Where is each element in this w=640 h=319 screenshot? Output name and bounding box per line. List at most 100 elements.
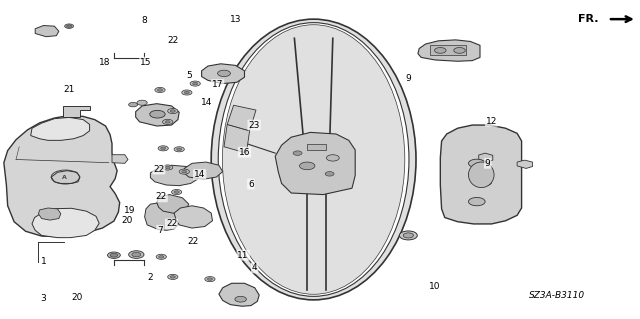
Circle shape bbox=[403, 233, 413, 238]
Text: 17: 17 bbox=[212, 80, 223, 89]
Text: 22: 22 bbox=[153, 165, 164, 174]
Circle shape bbox=[479, 179, 492, 186]
Polygon shape bbox=[145, 203, 178, 230]
Ellipse shape bbox=[468, 162, 494, 188]
Circle shape bbox=[177, 148, 182, 151]
Circle shape bbox=[165, 121, 170, 123]
Text: 15: 15 bbox=[140, 58, 152, 67]
Circle shape bbox=[168, 274, 178, 279]
Text: 1: 1 bbox=[41, 257, 46, 266]
Polygon shape bbox=[202, 64, 244, 84]
Polygon shape bbox=[224, 124, 250, 153]
Polygon shape bbox=[136, 104, 179, 126]
Circle shape bbox=[174, 191, 179, 193]
Polygon shape bbox=[174, 206, 212, 228]
Circle shape bbox=[172, 189, 182, 195]
Text: 3: 3 bbox=[41, 294, 46, 303]
Circle shape bbox=[159, 256, 164, 258]
Text: 18: 18 bbox=[99, 58, 110, 67]
Circle shape bbox=[150, 110, 165, 118]
Circle shape bbox=[454, 48, 465, 53]
Polygon shape bbox=[63, 106, 90, 117]
Text: 5: 5 bbox=[186, 71, 191, 80]
Circle shape bbox=[163, 119, 173, 124]
Circle shape bbox=[207, 278, 212, 280]
Polygon shape bbox=[517, 160, 532, 168]
Circle shape bbox=[170, 276, 175, 278]
Circle shape bbox=[182, 170, 187, 173]
Polygon shape bbox=[38, 208, 61, 220]
Circle shape bbox=[156, 254, 166, 259]
Circle shape bbox=[163, 165, 173, 170]
Polygon shape bbox=[479, 153, 493, 162]
Text: 12: 12 bbox=[486, 117, 497, 126]
Circle shape bbox=[293, 151, 302, 155]
Text: 16: 16 bbox=[239, 148, 250, 157]
Circle shape bbox=[67, 25, 72, 27]
Circle shape bbox=[110, 253, 118, 257]
Circle shape bbox=[190, 81, 200, 86]
Text: 22: 22 bbox=[167, 36, 179, 45]
Circle shape bbox=[235, 296, 246, 302]
Text: SZ3A-B3110: SZ3A-B3110 bbox=[529, 291, 585, 300]
Polygon shape bbox=[430, 45, 466, 55]
Circle shape bbox=[326, 155, 339, 161]
Polygon shape bbox=[31, 117, 90, 140]
Circle shape bbox=[165, 166, 170, 169]
Text: 23: 23 bbox=[248, 121, 260, 130]
Text: 7: 7 bbox=[157, 226, 163, 235]
Polygon shape bbox=[32, 208, 99, 238]
Text: 22: 22 bbox=[156, 192, 167, 201]
Text: 11: 11 bbox=[237, 251, 249, 260]
Circle shape bbox=[184, 91, 189, 94]
Text: 21: 21 bbox=[63, 85, 75, 94]
Text: 9: 9 bbox=[485, 159, 490, 168]
Circle shape bbox=[218, 70, 230, 77]
Text: 2: 2 bbox=[148, 273, 153, 282]
Polygon shape bbox=[275, 132, 355, 195]
Circle shape bbox=[205, 277, 215, 282]
Circle shape bbox=[179, 169, 189, 174]
Text: 10: 10 bbox=[429, 282, 441, 291]
Circle shape bbox=[161, 147, 166, 150]
Ellipse shape bbox=[218, 23, 409, 296]
Text: 8: 8 bbox=[141, 16, 147, 25]
Circle shape bbox=[157, 89, 163, 91]
Text: 6: 6 bbox=[248, 180, 253, 189]
Circle shape bbox=[108, 252, 120, 258]
Circle shape bbox=[65, 24, 74, 28]
Circle shape bbox=[300, 162, 315, 170]
Circle shape bbox=[158, 146, 168, 151]
Circle shape bbox=[325, 172, 334, 176]
Circle shape bbox=[168, 108, 178, 114]
Circle shape bbox=[129, 102, 138, 107]
Polygon shape bbox=[112, 155, 128, 163]
Polygon shape bbox=[227, 105, 256, 131]
Polygon shape bbox=[307, 144, 326, 150]
Polygon shape bbox=[157, 195, 189, 214]
Circle shape bbox=[182, 90, 192, 95]
Polygon shape bbox=[150, 165, 198, 186]
Circle shape bbox=[170, 110, 175, 112]
Polygon shape bbox=[418, 40, 480, 61]
Text: A: A bbox=[62, 175, 67, 180]
Circle shape bbox=[435, 48, 446, 53]
Text: 4: 4 bbox=[252, 263, 257, 272]
Circle shape bbox=[399, 231, 417, 240]
Polygon shape bbox=[219, 283, 259, 306]
Text: 9: 9 bbox=[406, 74, 411, 83]
Text: 13: 13 bbox=[230, 15, 241, 24]
Circle shape bbox=[468, 197, 485, 206]
Polygon shape bbox=[51, 171, 80, 183]
Polygon shape bbox=[184, 162, 223, 179]
Circle shape bbox=[137, 100, 147, 105]
Text: 22: 22 bbox=[166, 219, 177, 228]
Circle shape bbox=[129, 251, 144, 258]
Polygon shape bbox=[440, 125, 522, 224]
Polygon shape bbox=[4, 115, 120, 237]
Circle shape bbox=[468, 159, 485, 167]
Circle shape bbox=[193, 82, 198, 85]
Ellipse shape bbox=[211, 19, 416, 300]
Text: 20: 20 bbox=[121, 216, 132, 225]
Ellipse shape bbox=[223, 25, 405, 294]
